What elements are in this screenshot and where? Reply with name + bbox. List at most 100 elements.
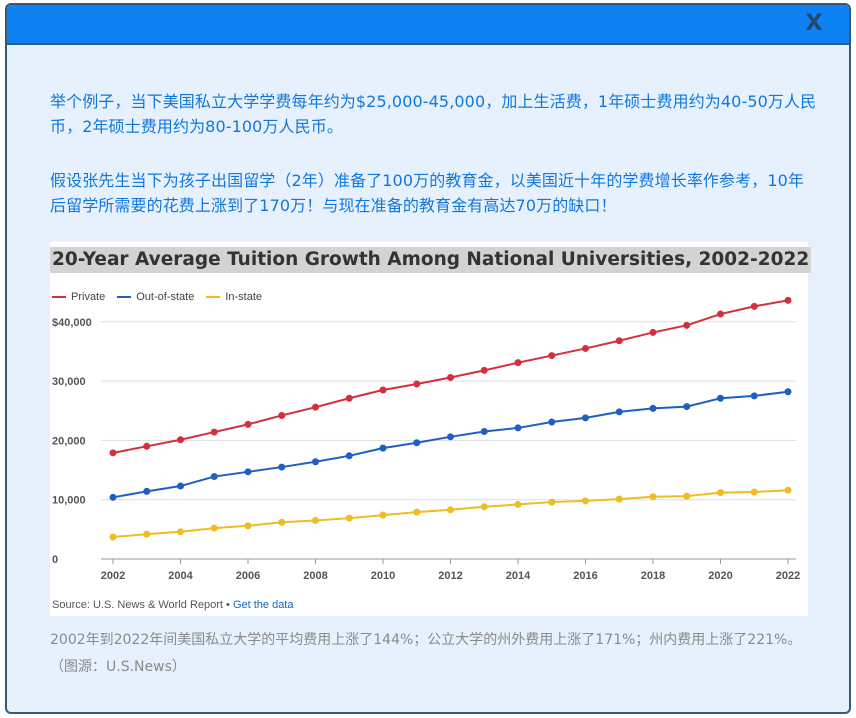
data-point-out-of-state [683,403,691,411]
data-point-private [312,403,319,411]
legend-item-out-of-state: Out-of-state [117,291,194,303]
data-point-out-of-state [615,408,623,416]
x-tick-label: 2004 [168,570,193,582]
data-point-out-of-state [480,427,488,435]
y-tick-label: 10,000 [52,495,86,507]
data-point-out-of-state [210,473,218,481]
data-point-private [514,359,522,367]
data-point-in-state [548,498,556,506]
data-point-private [615,337,623,345]
chart-source: Source: U.S. News & World Report • Get t… [52,599,293,611]
data-point-in-state [379,511,387,519]
x-tick-label: 2022 [776,570,800,582]
data-point-private [345,394,353,402]
data-point-out-of-state [379,444,387,452]
data-point-in-state [210,524,218,532]
y-tick-label: 0 [52,554,58,566]
data-point-out-of-state [447,433,454,441]
data-point-in-state [278,518,286,526]
data-point-out-of-state [750,392,758,400]
legend-label: In-state [225,291,263,303]
data-point-in-state [582,497,589,505]
data-point-private [413,380,421,388]
legend-swatch [52,296,66,298]
data-point-private [278,411,286,419]
data-point-in-state [447,506,454,514]
chart-title: 20-Year Average Tuition Growth Among Nat… [50,247,812,273]
data-point-private [717,310,724,318]
source-text: Source: U.S. News & World Report • [52,599,233,611]
data-point-private [379,386,387,394]
data-point-private [244,420,252,428]
data-point-in-state [244,522,252,530]
paragraph-tuition-example: 举个例子，当下美国私立大学学费每年约为$25,000-45,000，加上生活费，… [50,92,817,136]
data-point-out-of-state [582,414,589,422]
x-tick-label: 2012 [438,570,462,582]
data-point-in-state [784,486,792,494]
data-point-in-state [649,493,657,501]
data-point-in-state [615,495,623,503]
data-point-out-of-state [143,487,151,495]
chart-legend: Private Out-of-state In-state [52,290,274,304]
data-point-in-state [514,500,522,508]
y-tick-label: 30,000 [52,376,86,388]
legend-label: Private [71,291,106,303]
legend-label: Out-of-state [136,291,195,303]
data-point-out-of-state [413,439,421,447]
data-point-private [548,352,556,360]
data-point-in-state [312,516,319,524]
data-point-private [750,302,758,310]
x-tick-label: 2016 [573,570,597,582]
x-tick-label: 2002 [101,570,125,582]
y-tick-label: $40,000 [52,317,92,329]
data-point-private [649,328,657,336]
data-point-private [210,428,218,436]
data-point-in-state [717,489,724,497]
x-tick-label: 2014 [506,570,531,582]
data-point-out-of-state [784,388,792,396]
data-point-in-state [109,533,117,541]
data-point-out-of-state [312,458,319,466]
x-tick-label: 2006 [236,570,260,582]
close-button[interactable]: X [805,11,823,36]
data-point-in-state [683,492,691,500]
data-point-in-state [177,528,184,536]
data-point-private [143,442,151,450]
data-point-private [683,321,691,329]
data-point-out-of-state [717,394,724,402]
data-point-out-of-state [649,404,657,412]
tuition-chart: 20-Year Average Tuition Growth Among Nat… [50,242,812,616]
chart-plot: 0 10,000 20,000 30,000 $40,000 2002 2004 2006 20… [52,296,800,582]
data-point-out-of-state [109,493,117,501]
dialog-titlebar: X [7,5,849,45]
data-point-in-state [143,530,151,538]
dialog-window: X 举个例子，当下美国私立大学学费每年约为$25,000-45,000，加上生活… [5,3,851,714]
data-point-out-of-state [177,482,184,490]
x-tick-label: 2008 [303,570,327,582]
legend-item-in-state: In-state [206,291,262,303]
data-point-private [582,344,589,352]
chart-caption: 2002年到2022年间美国私立大学的平均费用上涨了144%；公立大学的州外费用… [50,632,802,675]
x-tick-label: 2018 [641,570,665,582]
data-point-in-state [750,488,758,496]
y-tick-label: 20,000 [52,435,86,447]
data-point-in-state [413,508,421,516]
x-tick-label: 2010 [371,570,395,582]
data-point-private [480,366,488,374]
data-point-private [177,436,184,444]
data-point-in-state [345,514,353,522]
data-point-out-of-state [514,424,522,432]
data-point-private [784,296,792,304]
x-tick-label: 2020 [708,570,732,582]
data-point-out-of-state [345,452,353,460]
data-point-private [109,449,117,457]
data-point-out-of-state [548,418,556,426]
legend-swatch [206,296,221,298]
data-point-private [447,374,454,382]
data-point-out-of-state [278,463,286,471]
get-data-link[interactable]: Get the data [232,599,294,611]
legend-swatch [117,296,132,298]
data-point-in-state [480,503,488,511]
paragraph-savings-example: 假设张先生当下为孩子出国留学（2年）准备了100万的教育金，以美国近十年的学费增… [50,171,804,215]
data-point-out-of-state [244,468,252,476]
